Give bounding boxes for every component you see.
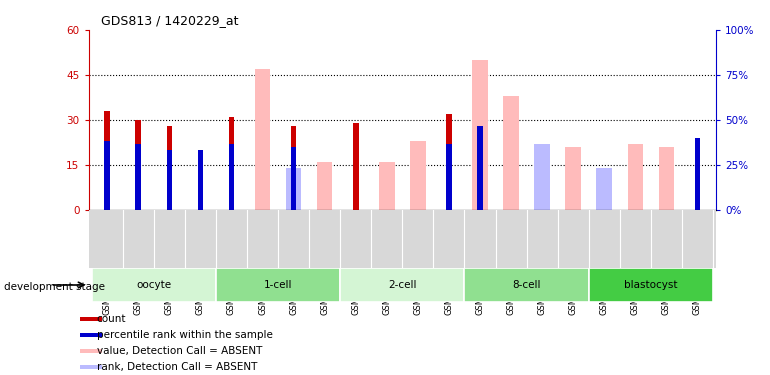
Bar (255, 69, 270, 210)
Bar (216, 268, 340, 302)
Bar (80, 349, 102, 353)
Bar (695, 138, 700, 210)
Bar (80, 333, 102, 337)
Bar (410, 141, 426, 210)
Bar (80, 365, 102, 369)
Text: oocyte: oocyte (136, 280, 172, 290)
Bar (291, 126, 296, 210)
Bar (136, 144, 141, 210)
Bar (105, 141, 110, 210)
Bar (379, 162, 394, 210)
Bar (92, 268, 216, 302)
Bar (229, 117, 234, 210)
Bar (695, 159, 700, 210)
Text: rank, Detection Call = ABSENT: rank, Detection Call = ABSENT (97, 362, 257, 372)
Text: 2-cell: 2-cell (388, 280, 417, 290)
Bar (597, 168, 612, 210)
Bar (446, 144, 452, 210)
Bar (198, 150, 203, 210)
Bar (472, 60, 487, 210)
Bar (504, 96, 519, 210)
Bar (658, 147, 675, 210)
Bar (229, 144, 234, 210)
Text: percentile rank within the sample: percentile rank within the sample (97, 330, 273, 340)
Bar (589, 268, 713, 302)
Bar (105, 111, 110, 210)
Text: blastocyst: blastocyst (624, 280, 678, 290)
Bar (534, 144, 550, 210)
Text: 8-cell: 8-cell (512, 280, 541, 290)
Bar (198, 156, 203, 210)
Bar (291, 147, 296, 210)
Bar (136, 120, 141, 210)
Bar (464, 268, 589, 302)
Bar (166, 126, 172, 210)
Text: count: count (97, 314, 126, 324)
Bar (446, 114, 452, 210)
Bar (477, 126, 483, 210)
Bar (565, 147, 581, 210)
Bar (628, 144, 643, 210)
Bar (340, 268, 464, 302)
Bar (353, 123, 359, 210)
Text: GDS813 / 1420229_at: GDS813 / 1420229_at (101, 15, 239, 27)
Bar (80, 317, 102, 321)
Bar (317, 162, 333, 210)
Text: development stage: development stage (4, 282, 105, 292)
Text: 1-cell: 1-cell (264, 280, 293, 290)
Bar (286, 168, 301, 210)
Text: value, Detection Call = ABSENT: value, Detection Call = ABSENT (97, 346, 262, 356)
Bar (166, 150, 172, 210)
